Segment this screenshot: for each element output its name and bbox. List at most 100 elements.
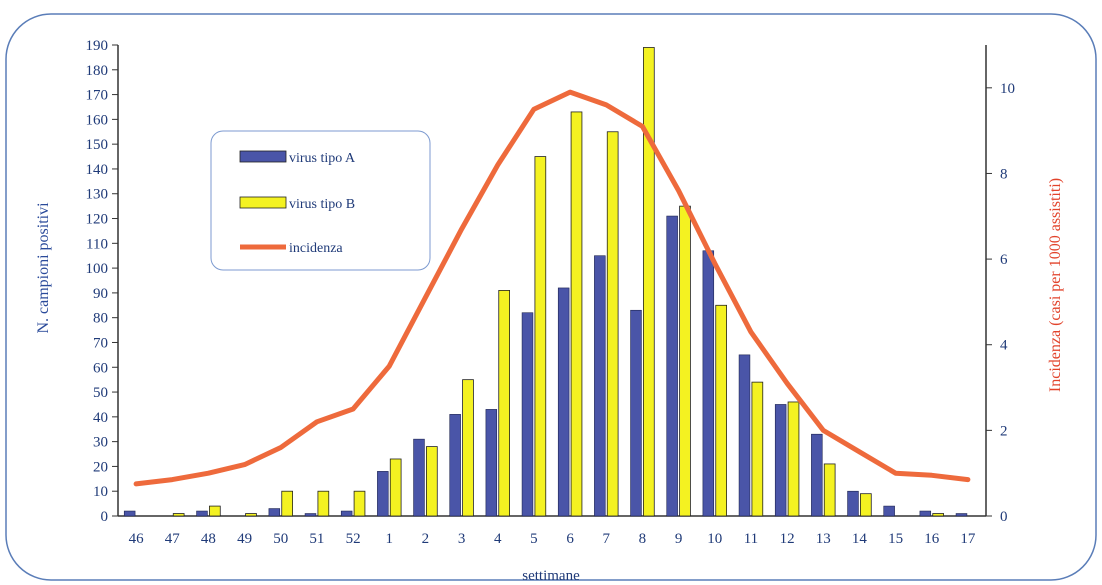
y-tick-label: 140 — [86, 162, 109, 178]
y-tick-label: 0 — [101, 509, 109, 525]
x-tick-label: 50 — [273, 531, 288, 547]
bar-virus-tipo-b — [823, 463, 836, 517]
legend-box — [210, 130, 431, 271]
y-tick-label: 10 — [93, 484, 108, 500]
y2-axis-title: Incidenza (casi per 1000 assistiti) — [1047, 178, 1064, 392]
x-tick-label: 49 — [237, 531, 252, 547]
x-ticks: 46 47 48 49 50 51 52 1 2 3 4 5 6 7 8 9 10 11 12 13 14 15 16 17 — [129, 531, 976, 547]
y2-tick-label: 10 — [1000, 81, 1015, 97]
x-tick-label: 4 — [494, 531, 502, 547]
y-tick-label: 120 — [86, 212, 109, 228]
y-tick-label: 60 — [93, 360, 108, 376]
bar-virus-tipo-a — [268, 508, 281, 517]
bar-virus-tipo-a — [413, 438, 425, 517]
y-tick-label: 150 — [86, 137, 109, 153]
bar-virus-tipo-b — [389, 458, 402, 517]
bar-virus-tipo-b — [787, 401, 800, 517]
bar-virus-tipo-b — [643, 47, 655, 517]
bar-virus-tipo-b — [534, 156, 547, 517]
x-tick-label: 51 — [309, 531, 324, 547]
bar-virus-tipo-a — [521, 312, 534, 517]
bar-virus-tipo-a — [377, 471, 389, 517]
y-tick-label: 180 — [86, 63, 109, 79]
incidenza-line — [133, 89, 971, 487]
bar-virus-tipo-a — [847, 490, 859, 517]
y2-tick-label: 4 — [1000, 338, 1008, 354]
x-tick-label: 46 — [129, 531, 145, 547]
x-tick-label: 5 — [530, 531, 538, 547]
x-tick-label: 1 — [386, 531, 394, 547]
bar-virus-tipo-b — [426, 446, 438, 517]
x-tick-label: 3 — [458, 531, 466, 547]
bar-virus-tipo-a — [557, 287, 570, 517]
bar-virus-tipo-b — [172, 513, 185, 517]
y2-tick-label: 2 — [1000, 423, 1008, 439]
bar-virus-tipo-a — [196, 510, 208, 517]
y-tick-label: 90 — [93, 286, 108, 302]
bar-virus-tipo-a — [123, 510, 136, 517]
left-y-ticks: 0 10 20 30 40 50 60 70 80 90 100 110 120 130 140 150 160… — [86, 38, 118, 525]
y-tick-label: 160 — [86, 112, 109, 128]
y-tick-label: 100 — [86, 261, 109, 277]
y2-tick-label: 8 — [1000, 166, 1008, 182]
x-tick-label: 9 — [675, 531, 683, 547]
bar-virus-tipo-b — [715, 304, 728, 517]
bar-virus-tipo-a — [630, 309, 642, 517]
right-y-ticks: 0 2 4 6 8 10 — [986, 81, 1015, 525]
y-tick-label: 20 — [93, 459, 108, 475]
x-axis-title: settimane — [522, 568, 580, 584]
x-tick-label: 6 — [566, 531, 574, 547]
bar-virus-tipo-a — [919, 510, 932, 517]
y-tick-label: 50 — [93, 385, 108, 401]
bar-virus-tipo-b — [860, 493, 872, 517]
bars-virus-tipo-a — [123, 215, 968, 517]
y-tick-label: 80 — [93, 311, 108, 327]
y2-tick-label: 6 — [1000, 252, 1008, 268]
legend-label-b: virus tipo B — [289, 197, 355, 212]
bar-virus-tipo-b — [498, 290, 511, 517]
x-tick-label: 14 — [852, 531, 868, 547]
legend-swatch-b — [239, 196, 287, 209]
bar-virus-tipo-b — [462, 379, 474, 517]
bar-virus-tipo-a — [811, 433, 823, 517]
y-axis-title: N. campioni positivi — [35, 202, 52, 334]
y-tick-label: 70 — [93, 335, 108, 351]
bar-virus-tipo-b — [570, 111, 583, 517]
legend-label-a: virus tipo A — [289, 151, 356, 166]
legend-swatch-a — [239, 150, 287, 163]
y-tick-label: 110 — [86, 236, 108, 252]
incidenza-line-group — [133, 89, 971, 487]
legend: virus tipo A virus tipo B incidenza — [210, 130, 431, 271]
y-tick-label: 30 — [93, 435, 108, 451]
bar-virus-tipo-a — [955, 513, 968, 517]
y2-tick-label: 0 — [1000, 509, 1008, 525]
y-tick-label: 130 — [86, 187, 109, 203]
bar-virus-tipo-b — [209, 505, 221, 517]
bar-virus-tipo-a — [883, 505, 895, 517]
legend-label-incidenza: incidenza — [289, 241, 343, 256]
x-tick-label: 16 — [924, 531, 940, 547]
bar-virus-tipo-a — [304, 513, 317, 517]
bar-virus-tipo-b — [353, 490, 366, 517]
x-tick-label: 8 — [639, 531, 647, 547]
y-tick-label: 190 — [86, 38, 109, 54]
bar-virus-tipo-a — [666, 215, 678, 517]
bar-virus-tipo-a — [485, 409, 498, 517]
bar-virus-tipo-a — [738, 354, 751, 517]
x-tick-label: 11 — [744, 531, 758, 547]
bar-virus-tipo-b — [245, 513, 257, 517]
bar-virus-tipo-a — [774, 404, 787, 517]
x-tick-label: 15 — [888, 531, 903, 547]
bar-virus-tipo-b — [679, 205, 691, 517]
bar-virus-tipo-b — [281, 490, 294, 517]
bars-virus-tipo-b — [172, 47, 945, 517]
x-tick-label: 47 — [165, 531, 181, 547]
bar-virus-tipo-a — [449, 414, 461, 517]
x-tick-label: 10 — [707, 531, 722, 547]
bar-virus-tipo-a — [340, 510, 353, 517]
bar-virus-tipo-a — [702, 250, 715, 517]
x-tick-label: 12 — [780, 531, 795, 547]
x-tick-label: 7 — [603, 531, 611, 547]
x-tick-label: 52 — [346, 531, 361, 547]
